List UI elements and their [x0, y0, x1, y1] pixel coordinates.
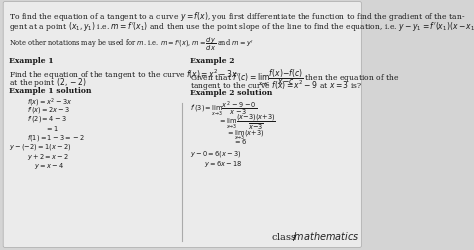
Text: Example 2: Example 2	[190, 57, 234, 65]
Text: To find the equation of a tangent to a curve $y=f(x)$, you first differentiate t: To find the equation of a tangent to a c…	[9, 10, 465, 23]
Text: $=\lim_{x \to 3}(x+3)$: $=\lim_{x \to 3}(x+3)$	[226, 128, 264, 141]
Text: gent at a point $(x_1,y_1)$ i.e. $m=f'(x_1)$ and then use the point slope of the: gent at a point $(x_1,y_1)$ i.e. $m=f'(x…	[9, 20, 474, 33]
Text: $y=6x-18$: $y=6x-18$	[204, 158, 242, 168]
Text: Given that $f'(c)=\lim_{x \to c}\dfrac{f(x)-f(c)}{x-c}$ then the equation of the: Given that $f'(c)=\lim_{x \to c}\dfrac{f…	[190, 67, 399, 87]
Text: Example 1: Example 1	[9, 57, 53, 65]
Text: $=1$: $=1$	[45, 123, 58, 132]
Text: Example 2 solution: Example 2 solution	[190, 88, 272, 96]
Text: $f(x)=x^2-3x$: $f(x)=x^2-3x$	[27, 96, 72, 108]
Text: at the point $(2,-2)$: at the point $(2,-2)$	[9, 76, 86, 88]
Text: $=6$: $=6$	[233, 137, 247, 146]
Text: $y+2=x-2$: $y+2=x-2$	[27, 151, 69, 161]
Text: $f'(2)=4-3$: $f'(2)=4-3$	[27, 114, 66, 126]
Text: $f(1)=1-3=-2$: $f(1)=1-3=-2$	[27, 132, 85, 142]
Text: $y-(-2)=1(x-2)$: $y-(-2)=1(x-2)$	[9, 142, 71, 152]
Text: Find the equation of the tangent to the curve $f(x)=x^2-3x$: Find the equation of the tangent to the …	[9, 67, 238, 81]
Text: $f'(x)=2x-3$: $f'(x)=2x-3$	[27, 105, 70, 116]
Text: tangent to the curve $f(x)=x^2-9$ at $x=3$ is?: tangent to the curve $f(x)=x^2-9$ at $x=…	[190, 78, 362, 93]
Text: $=\lim_{x \to 3}\dfrac{(x-3)(x+3)}{\overline{x-3}}$: $=\lim_{x \to 3}\dfrac{(x-3)(x+3)}{\over…	[219, 112, 276, 131]
Text: $y-0=6(x-3)$: $y-0=6(x-3)$	[190, 148, 241, 158]
Text: Example 1 solution: Example 1 solution	[9, 87, 91, 95]
Text: Note other notations may be used for $m$. i.e. $m=f'(x), m=\dfrac{dy}{dx}$ and $: Note other notations may be used for $m$…	[9, 36, 253, 52]
Text: $y=x-4$: $y=x-4$	[34, 160, 64, 170]
FancyBboxPatch shape	[3, 2, 361, 248]
Text: $f'(3)=\lim_{x \to 3}\dfrac{x^2-9-0}{x-3}$: $f'(3)=\lim_{x \to 3}\dfrac{x^2-9-0}{x-3…	[190, 98, 256, 117]
Text: class$\!\!/\!\mathit{mathematics}$: class$\!\!/\!\mathit{mathematics}$	[271, 230, 360, 242]
